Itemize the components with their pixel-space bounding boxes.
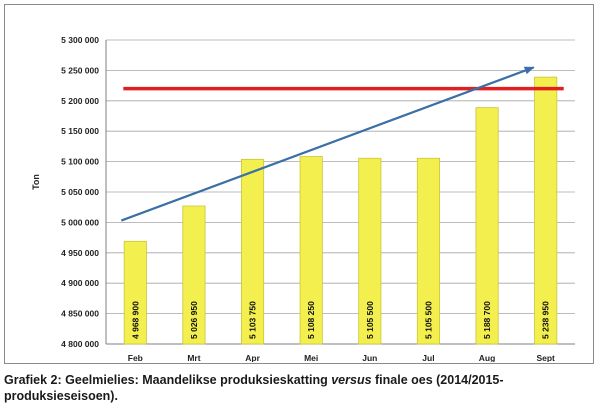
bar-data-label: 5 105 500	[423, 301, 433, 339]
y-tick-label: 4 950 000	[61, 248, 99, 258]
bar-data-label: 5 108 250	[306, 301, 316, 339]
y-tick-label: 4 900 000	[61, 278, 99, 288]
y-tick-label: 5 100 000	[61, 157, 99, 167]
x-tick-label: Sept	[536, 353, 555, 362]
bar	[241, 158, 265, 345]
y-tick-label: 5 300 000	[61, 35, 99, 45]
y-tick-label: 5 150 000	[61, 126, 99, 136]
bar	[299, 156, 323, 345]
bar	[123, 240, 147, 345]
y-tick-label: 5 250 000	[61, 65, 99, 75]
x-tick-label: Aug	[479, 353, 496, 362]
y-tick-label: 4 850 000	[61, 309, 99, 319]
caption-emphasis: versus	[331, 373, 372, 387]
x-tick-label: Mrt	[187, 353, 200, 362]
bar	[475, 107, 499, 345]
y-axis-label: Ton	[31, 174, 41, 190]
bar-data-label: 5 188 700	[482, 301, 492, 339]
caption-suffix: finale oes (2014/2015-produksieseisoen).	[4, 373, 504, 403]
bar	[182, 205, 206, 345]
x-tick-label: Jun	[362, 353, 377, 362]
x-tick-label: Apr	[245, 353, 260, 362]
figure-caption: Grafiek 2: Geelmielies: Maandelikse prod…	[4, 372, 594, 404]
gridlines	[105, 39, 575, 345]
bars: 4 968 900 5 026 950 5 103 750 5 108 250 5 10…	[123, 76, 558, 345]
x-tick-label: Mei	[304, 353, 318, 362]
bar	[416, 157, 440, 345]
y-tick-label: 4 800 000	[61, 339, 99, 349]
y-tick-label: 5 050 000	[61, 187, 99, 197]
y-tick-label: 5 000 000	[61, 217, 99, 227]
bar-data-label: 5 103 750	[248, 301, 258, 339]
bar	[358, 157, 382, 345]
y-tick-label: 5 200 000	[61, 96, 99, 106]
caption-prefix: Grafiek 2: Geelmielies: Maandelikse prod…	[4, 373, 332, 387]
bar-data-label: 4 968 900	[130, 301, 140, 339]
chart-frame: 4 800 000 4 850 000 4 900 000 4 950 000 5 00…	[4, 4, 594, 364]
x-tick-label: Jul	[422, 353, 434, 362]
bar-chart: 4 800 000 4 850 000 4 900 000 4 950 000 5 00…	[31, 35, 575, 362]
bar	[534, 76, 558, 345]
x-tick-label: Feb	[128, 353, 143, 362]
trend-arrow	[120, 66, 535, 222]
bar-data-label: 5 238 950	[541, 301, 551, 339]
x-tick-labels: Feb Mrt Apr Mei Jun Jul Aug Sept	[128, 353, 555, 362]
bar-data-label: 5 105 500	[365, 301, 375, 339]
y-tick-labels: 4 800 000 4 850 000 4 900 000 4 950 000 5 00…	[61, 35, 99, 349]
bar-data-label: 5 026 950	[189, 301, 199, 339]
